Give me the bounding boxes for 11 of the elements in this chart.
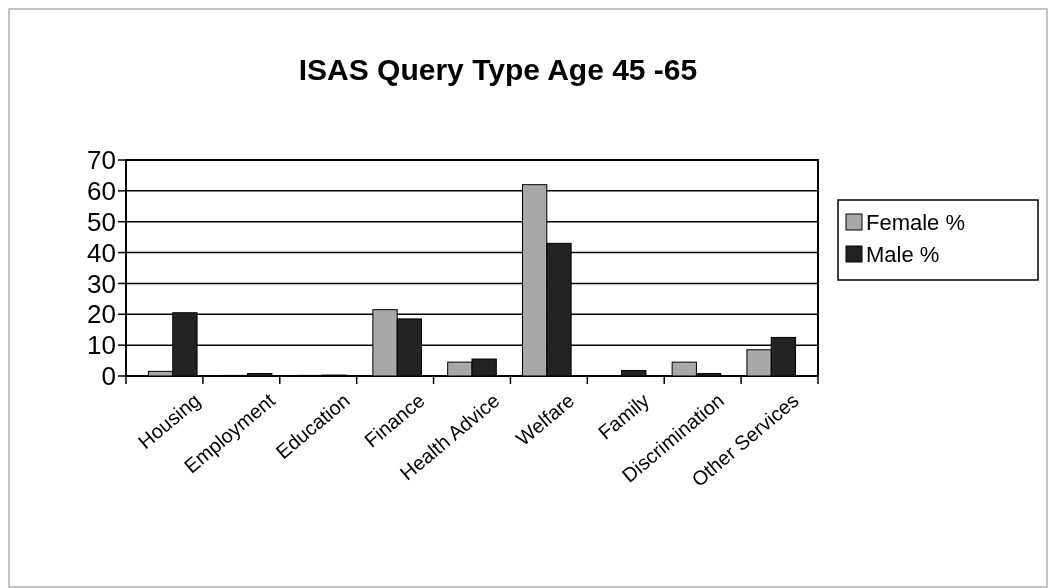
y-tick-label: 40 <box>87 237 116 268</box>
chart-title: ISAS Query Type Age 45 -65 <box>298 53 698 86</box>
y-tick-label: 20 <box>87 299 116 330</box>
y-tick-label: 70 <box>87 145 116 176</box>
legend-label: Female % <box>866 209 966 235</box>
legend-label: Male % <box>866 241 940 267</box>
y-tick-label: 60 <box>87 175 116 206</box>
y-tick-label: 30 <box>87 268 116 299</box>
y-tick-label: 10 <box>87 330 116 361</box>
y-tick-label: 50 <box>87 206 116 237</box>
y-tick-label: 0 <box>101 361 116 392</box>
